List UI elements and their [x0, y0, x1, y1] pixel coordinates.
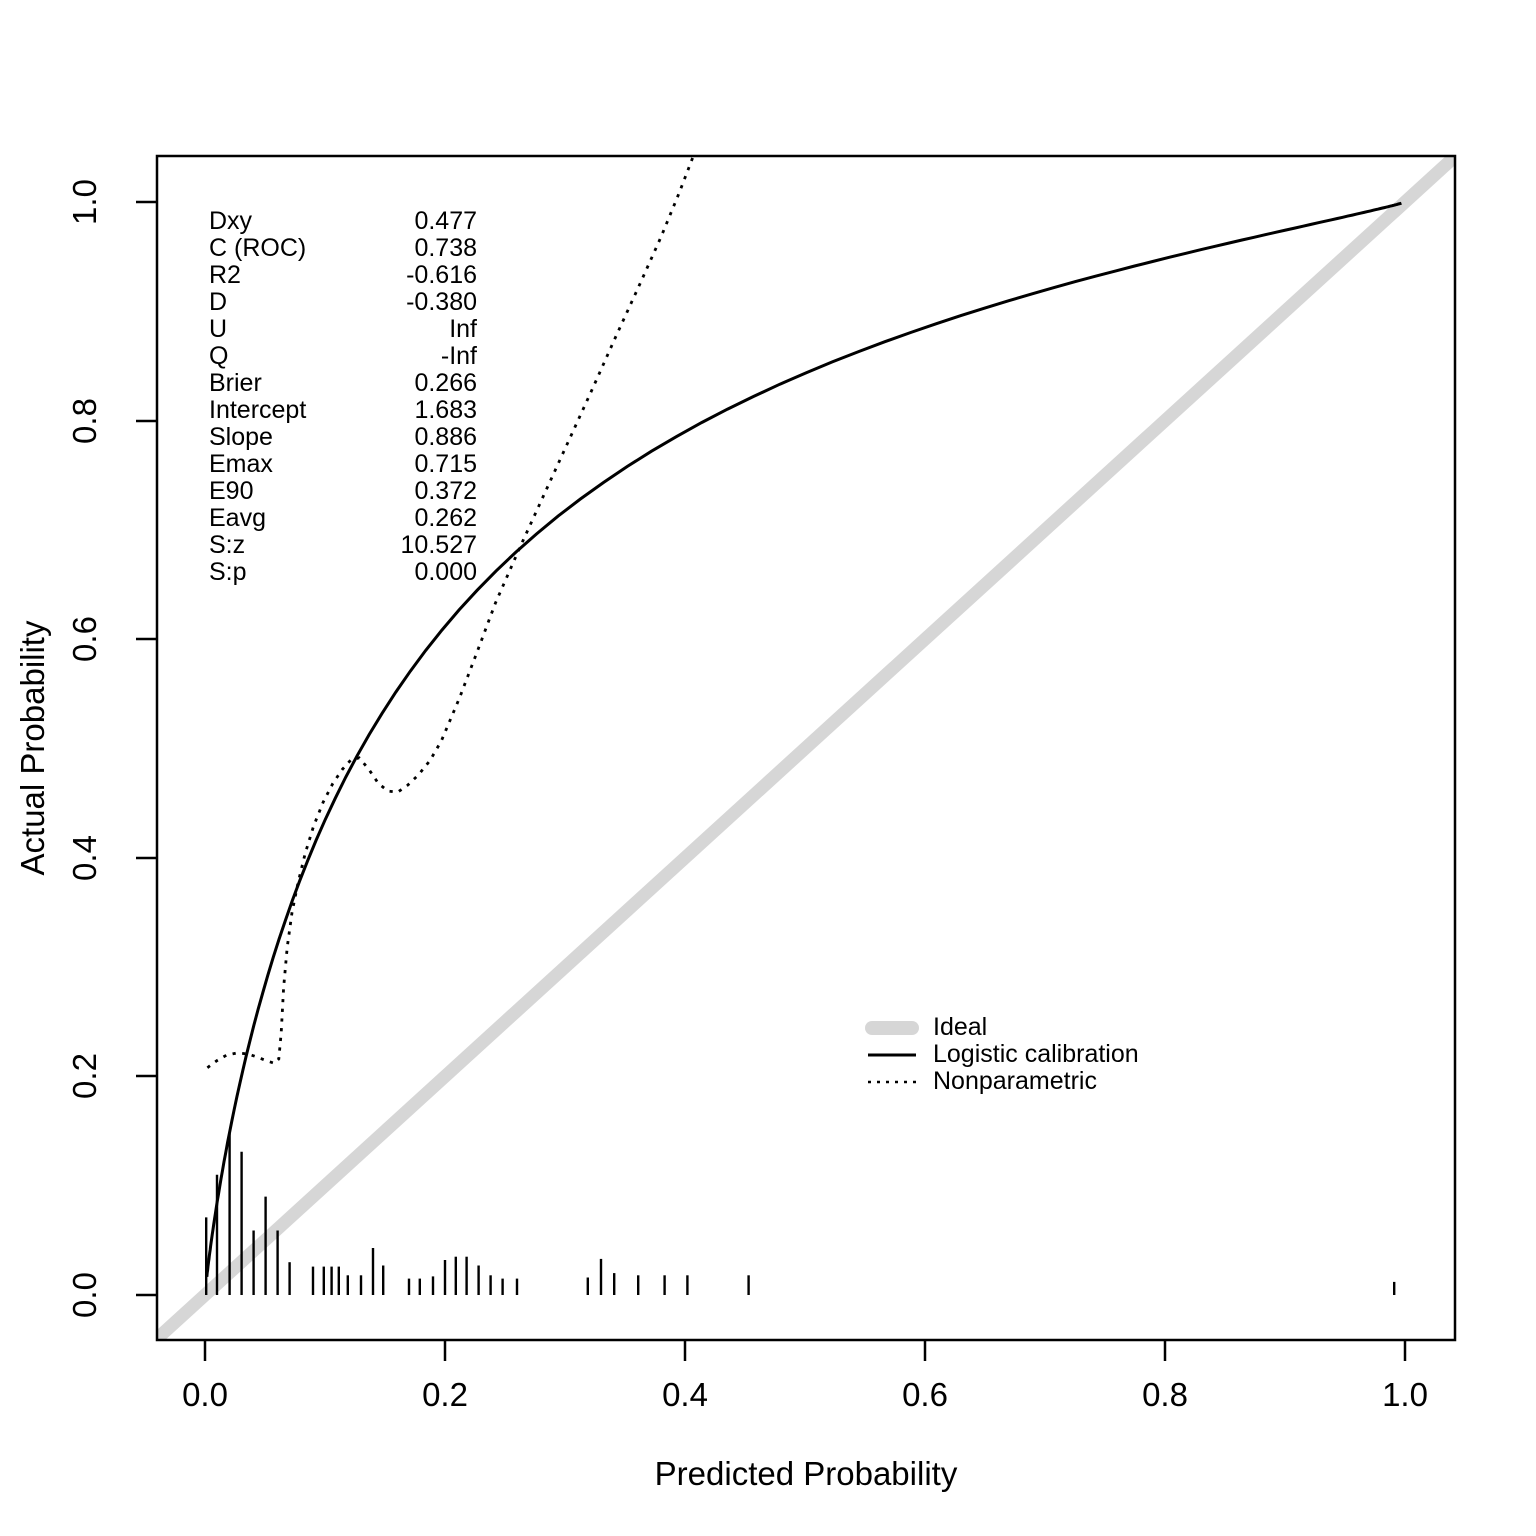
- y-tick-label: 1.0: [66, 179, 103, 225]
- series-nonparametric: [206, 157, 695, 1069]
- x-tick-label: 0.8: [1142, 1376, 1188, 1413]
- stat-row: R2 -0.616: [209, 262, 477, 289]
- stat-value: 0.262: [414, 504, 477, 532]
- stat-value: 0.000: [414, 558, 477, 586]
- y-axis-title: Actual Probability: [14, 620, 51, 876]
- stat-row: Intercept 1.683: [209, 397, 477, 424]
- series-ideal: [158, 157, 1454, 1339]
- stat-value: 0.738: [414, 234, 477, 262]
- stat-row: Dxy 0.477: [209, 208, 477, 235]
- stat-value: 1.683: [414, 396, 477, 424]
- legend-label-logistic: Logistic calibration: [933, 1040, 1139, 1068]
- stat-label: Emax: [209, 450, 273, 478]
- x-tick-label: 0.2: [422, 1376, 468, 1413]
- x-tick-label: 0.4: [662, 1376, 708, 1413]
- x-axis-tick-marks: [203, 1340, 1407, 1361]
- stat-label: Q: [209, 342, 229, 370]
- stat-value: 0.372: [414, 477, 477, 505]
- x-axis-title: Predicted Probability: [654, 1455, 958, 1492]
- stat-row: S:p 0.000: [209, 559, 477, 586]
- legend-line-samples: [865, 1021, 919, 1084]
- y-axis-tick-marks: [136, 200, 157, 1297]
- y-tick-label: 0.8: [66, 398, 103, 444]
- stat-value: -Inf: [440, 342, 477, 370]
- stat-value: 10.527: [400, 531, 477, 559]
- stat-label: R2: [209, 261, 241, 289]
- stat-label: Slope: [209, 423, 273, 451]
- stat-row: Emax 0.715: [209, 451, 477, 478]
- plot-border: [155, 154, 1457, 1342]
- stat-row: Brier 0.266: [209, 370, 477, 397]
- series-logistic-calibration: [205, 201, 1402, 1277]
- rug-plot: [204, 1133, 1396, 1295]
- calibration-curves: [158, 157, 1454, 1339]
- stat-row: S:z 10.527: [209, 532, 477, 559]
- stat-label: U: [209, 315, 228, 343]
- stat-value: 0.715: [414, 450, 477, 478]
- y-tick-label: 0.0: [66, 1272, 103, 1318]
- stat-label: Brier: [209, 369, 262, 397]
- stat-value: 0.886: [414, 423, 477, 451]
- stat-value: -0.616: [406, 261, 477, 289]
- stat-label: S:p: [209, 558, 247, 586]
- legend-label-nonparametric: Nonparametric: [933, 1067, 1097, 1095]
- stat-label: S:z: [209, 531, 246, 559]
- stat-row: U Inf: [209, 316, 477, 343]
- stat-row: Slope 0.886: [209, 424, 477, 451]
- stat-label: Intercept: [209, 396, 307, 424]
- stat-label: Dxy: [209, 207, 253, 235]
- y-tick-label: 0.6: [66, 616, 103, 662]
- legend-label-ideal: Ideal: [933, 1013, 988, 1041]
- stat-value: -0.380: [406, 288, 477, 316]
- stat-label: D: [209, 288, 228, 316]
- stat-label: C (ROC): [209, 234, 307, 262]
- stat-row: Eavg 0.262: [209, 505, 477, 532]
- stat-label: Eavg: [209, 504, 266, 532]
- stat-value: Inf: [449, 315, 477, 343]
- y-tick-label: 0.2: [66, 1053, 103, 1099]
- x-tick-label: 1.0: [1382, 1376, 1428, 1413]
- y-tick-label: 0.4: [66, 835, 103, 881]
- stat-row: Q -Inf: [209, 343, 477, 370]
- stat-value: 0.266: [414, 369, 477, 397]
- x-tick-label: 0.6: [902, 1376, 948, 1413]
- stat-label: E90: [209, 477, 254, 505]
- stat-row: E90 0.372: [209, 478, 477, 505]
- stat-row: C (ROC) 0.738: [209, 235, 477, 262]
- x-tick-label: 0.0: [182, 1376, 228, 1413]
- stat-value: 0.477: [414, 207, 477, 235]
- stat-row: D -0.380: [209, 289, 477, 316]
